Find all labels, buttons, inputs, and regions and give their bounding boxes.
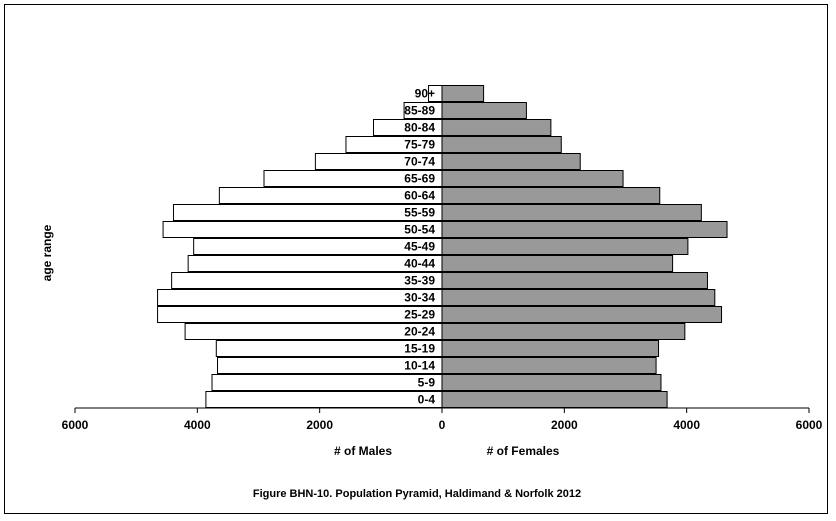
male-bar-55-59: [172, 204, 443, 221]
age-label-65-69: 65-69: [404, 172, 435, 186]
age-label-10-14: 10-14: [404, 359, 435, 373]
population-pyramid-chart: 0-4 5-9 10-14 15-19 20-24 25-29 30-34 35-39 40-4…: [40, 85, 823, 500]
x-tick-label: 4000: [673, 418, 700, 432]
female-bar-50-54: [441, 221, 728, 238]
x-tick-label: 6000: [62, 418, 89, 432]
age-label-30-34: 30-34: [404, 291, 435, 305]
age-label-85-89: 85-89: [404, 104, 435, 118]
age-label-40-44: 40-44: [404, 257, 435, 271]
age-label-55-59: 55-59: [404, 206, 435, 220]
age-label-70-74: 70-74: [404, 155, 435, 169]
female-bar-75-79: [441, 136, 562, 153]
female-bar-60-64: [441, 187, 661, 204]
male-bar-5-9: [211, 374, 443, 391]
chart-frame: 0-4 5-9 10-14 15-19 20-24 25-29 30-34 35-39 40-4…: [4, 4, 828, 514]
female-bar-0-4: [441, 391, 668, 408]
age-label-25-29: 25-29: [404, 308, 435, 322]
female-bar-25-29: [441, 306, 723, 323]
age-label-5-9: 5-9: [418, 376, 436, 390]
female-bar-70-74: [441, 153, 581, 170]
x-tick-label: 2000: [551, 418, 578, 432]
male-bar-50-54: [162, 221, 443, 238]
male-bar-0-4: [205, 391, 443, 408]
x-tick-label: 4000: [184, 418, 211, 432]
x-tick-label: 2000: [306, 418, 333, 432]
age-label-20-24: 20-24: [404, 325, 435, 339]
female-bar-85-89: [441, 102, 527, 119]
female-bar-90+: [441, 85, 485, 102]
age-label-60-64: 60-64: [404, 189, 435, 203]
female-bar-35-39: [441, 272, 708, 289]
x-axis-label-females: # of Females: [487, 444, 560, 458]
male-bar-35-39: [171, 272, 443, 289]
age-label-90+: 90+: [415, 87, 435, 101]
age-label-0-4: 0-4: [418, 393, 436, 407]
female-bar-55-59: [441, 204, 702, 221]
male-bar-30-34: [157, 289, 443, 306]
female-bar-10-14: [441, 357, 657, 374]
female-bar-80-84: [441, 119, 552, 136]
female-bar-20-24: [441, 323, 686, 340]
age-label-45-49: 45-49: [404, 240, 435, 254]
age-category-labels: 0-4 5-9 10-14 15-19 20-24 25-29 30-34 35-39 40-4…: [404, 87, 435, 407]
age-label-80-84: 80-84: [404, 121, 435, 135]
female-bar-45-49: [441, 238, 689, 255]
age-label-15-19: 15-19: [404, 342, 435, 356]
x-tick-label: 0: [439, 418, 446, 432]
male-bars: [157, 85, 443, 408]
age-label-50-54: 50-54: [404, 223, 435, 237]
female-bar-15-19: [441, 340, 660, 357]
male-bar-25-29: [157, 306, 443, 323]
age-label-35-39: 35-39: [404, 274, 435, 288]
female-bar-5-9: [441, 374, 662, 391]
y-axis-label: age range: [40, 224, 54, 281]
female-bar-30-34: [441, 289, 716, 306]
age-label-75-79: 75-79: [404, 138, 435, 152]
female-bars: [441, 85, 728, 408]
chart-title: Figure BHN-10. Population Pyramid, Haldi…: [253, 488, 581, 500]
x-axis-label-males: # of Males: [334, 444, 392, 458]
female-bar-40-44: [441, 255, 674, 272]
x-axis-ticks: 6000 4000 2000 0 2000 4000 6000: [62, 408, 823, 432]
x-tick-label: 6000: [796, 418, 823, 432]
female-bar-65-69: [441, 170, 624, 187]
